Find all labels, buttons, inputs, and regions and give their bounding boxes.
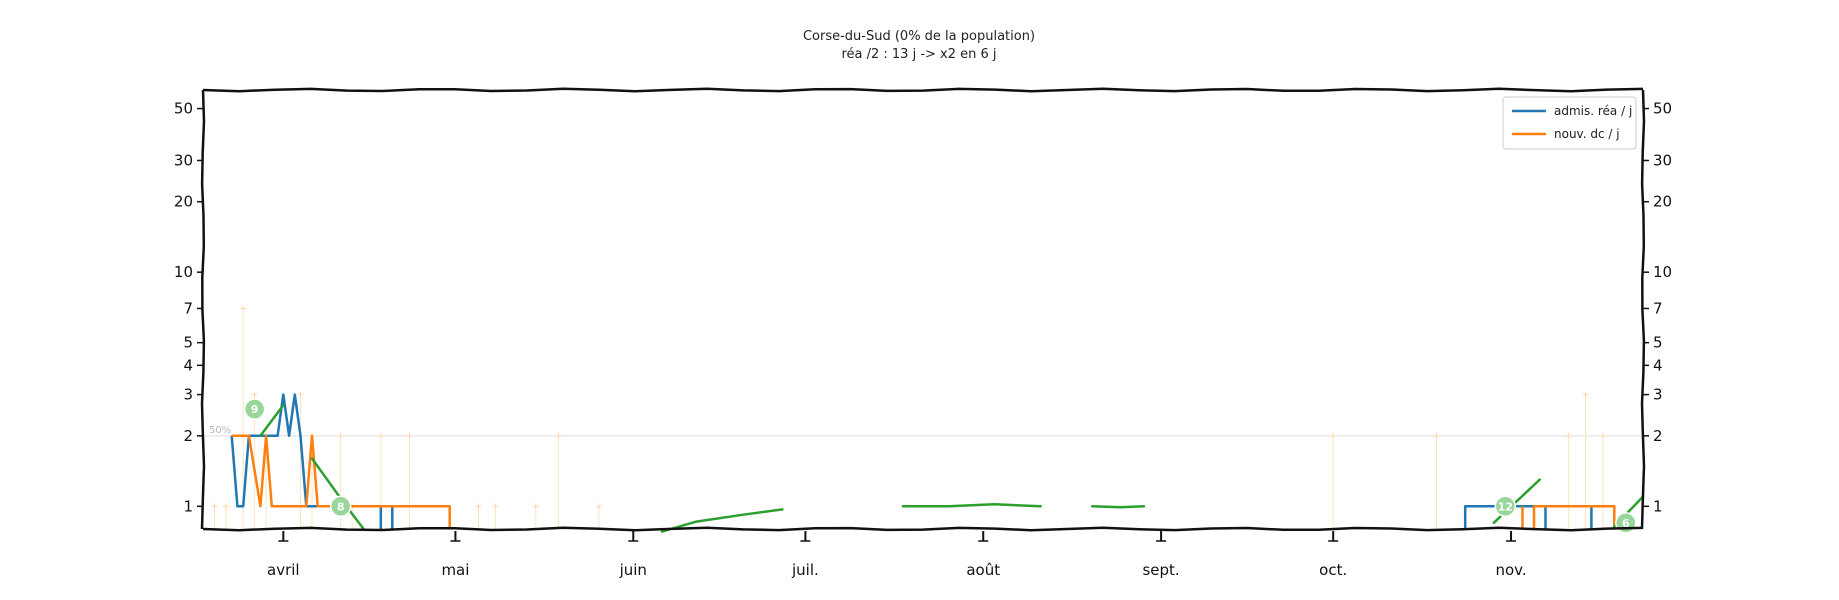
axis-frame-left — [200, 89, 206, 530]
series-line-dc — [231, 434, 451, 529]
x-tick-label: avril — [267, 561, 300, 579]
x-tick-label: oct. — [1319, 561, 1347, 579]
doubling-badge-label: 9 — [251, 403, 259, 416]
faint-marker — [1433, 432, 1440, 439]
trend-line — [901, 503, 1042, 508]
y-tick-label-left: 20 — [174, 193, 193, 211]
y-tick-label-left: 3 — [183, 386, 193, 404]
axis-frame-right — [1640, 89, 1646, 530]
doubling-badge-label: 8 — [337, 500, 345, 513]
y-tick-label-right: 1 — [1653, 497, 1663, 515]
x-tick-label: août — [966, 561, 1000, 579]
legend: admis. réa / j nouv. dc / j — [1502, 96, 1637, 150]
y-tick-label-left: 50 — [174, 100, 193, 118]
trend-line — [310, 457, 365, 531]
x-tick-label: sept. — [1142, 561, 1179, 579]
faint-marker — [240, 305, 247, 312]
series-line-rea — [1463, 505, 1547, 529]
y-tick-label-right: 10 — [1653, 263, 1672, 281]
x-tick-label: mai — [441, 561, 469, 579]
y-tick-label-right: 3 — [1653, 386, 1663, 404]
y-tick-label-right: 4 — [1653, 356, 1663, 374]
y-tick-label-right: 5 — [1653, 334, 1663, 352]
y-tick-label-left: 7 — [183, 299, 193, 317]
doubling-badge-label: 12 — [1498, 500, 1513, 513]
y-tick-label-right: 50 — [1653, 100, 1672, 118]
doubling-badge — [1494, 495, 1517, 518]
series-line-dc — [1532, 505, 1616, 529]
y-tick-label-left: 4 — [183, 356, 193, 374]
series-line-rea — [230, 393, 324, 508]
chart-subtitle: réa /2 : 13 j -> x2 en 6 j — [841, 47, 996, 62]
y-tick-label-left: 5 — [183, 334, 193, 352]
doubling-badge-label: 6 — [1622, 517, 1630, 530]
doubling-badge — [243, 398, 266, 420]
faint-marker — [406, 432, 413, 439]
y-tick-label-right: 2 — [1653, 427, 1663, 445]
legend-label-rea: admis. réa / j — [1554, 104, 1632, 118]
faint-marker — [532, 503, 539, 510]
faint-marker — [222, 503, 229, 510]
y-tick-label-left: 10 — [174, 263, 193, 281]
faint-marker — [555, 432, 562, 439]
axis-frame-bottom — [202, 526, 1644, 532]
faint-marker — [1599, 432, 1606, 439]
doubling-badge — [329, 495, 352, 518]
chart-title: Corse-du-Sud (0% de la population) — [803, 29, 1035, 44]
faint-marker — [1582, 391, 1589, 398]
y-tick-label-left: 2 — [183, 427, 193, 445]
trend-line — [259, 404, 285, 438]
y-tick-label-right: 30 — [1653, 151, 1672, 169]
faint-marker — [211, 503, 218, 510]
faint-marker — [1330, 432, 1337, 439]
trend-line — [660, 508, 784, 533]
trend-line — [1090, 505, 1146, 509]
faint-marker — [377, 432, 384, 439]
reference-line-label: 50% — [209, 425, 231, 436]
y-tick-label-left: 30 — [174, 151, 193, 169]
faint-marker — [595, 503, 602, 510]
x-tick-label: nov. — [1495, 561, 1526, 579]
faint-marker — [297, 391, 304, 398]
faint-marker — [475, 503, 482, 510]
faint-marker — [492, 503, 499, 510]
y-tick-label-left: 1 — [183, 497, 193, 515]
x-tick-label: juil. — [791, 561, 819, 579]
axis-frame-top — [202, 87, 1644, 93]
x-tick-label: juin — [619, 561, 647, 579]
y-tick-label-right: 20 — [1653, 193, 1672, 211]
faint-marker — [251, 391, 258, 398]
faint-marker — [1565, 432, 1572, 439]
faint-marker — [337, 432, 344, 439]
legend-label-dc: nouv. dc / j — [1554, 127, 1620, 141]
y-tick-label-right: 7 — [1653, 299, 1663, 317]
